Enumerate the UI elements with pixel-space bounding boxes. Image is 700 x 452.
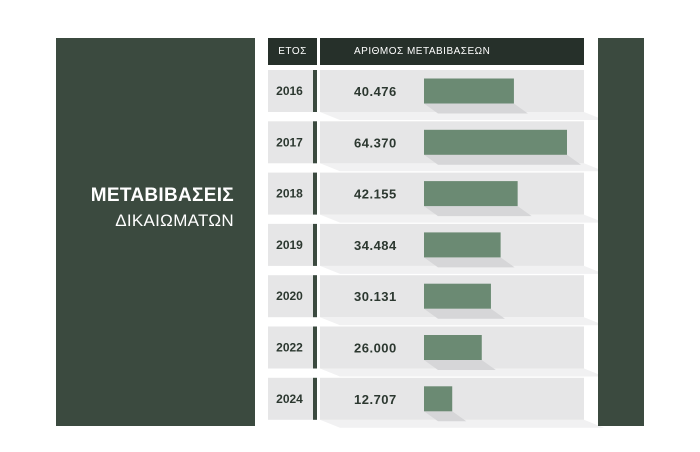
title-panel: ΜΕΤΑΒΙΒΑΣΕΙΣ ΔΙΚΑΙΩΜΑΤΩΝ — [56, 38, 255, 426]
year-cell-accent — [313, 223, 317, 266]
bar — [424, 283, 491, 309]
year-cell — [268, 377, 317, 420]
value-label: 34.484 — [354, 238, 397, 253]
bar — [424, 78, 514, 104]
row-shadow — [320, 317, 604, 326]
year-cell — [268, 223, 317, 266]
row-shadow — [320, 214, 604, 223]
value-label: 12.707 — [354, 392, 397, 407]
chart-subtitle: ΔΙΚΑΙΩΜΑΤΩΝ — [115, 211, 234, 230]
year-cell — [268, 326, 317, 369]
bar-shadow — [424, 411, 467, 422]
year-label: 2017 — [276, 135, 303, 149]
bar — [424, 335, 482, 360]
year-label: 2018 — [276, 187, 303, 201]
year-cell — [268, 275, 317, 318]
year-cell-accent — [313, 70, 317, 112]
year-column-header: ΕΤΟΣ — [268, 38, 317, 65]
bar-shadow — [424, 308, 505, 319]
year-label: 2016 — [276, 84, 303, 98]
year-cell — [268, 121, 317, 164]
bar — [424, 181, 518, 207]
bar-shadow — [424, 154, 581, 165]
value-label: 26.000 — [354, 341, 397, 356]
value-label: 30.131 — [354, 289, 397, 304]
value-label: 42.155 — [354, 187, 397, 202]
bar — [424, 386, 453, 412]
row-shadow — [320, 419, 604, 428]
year-label: 2020 — [276, 289, 303, 303]
year-cell-accent — [313, 326, 317, 369]
bar-shadow — [424, 103, 528, 114]
year-cell-accent — [313, 377, 317, 420]
decorative-side-panel — [598, 38, 644, 426]
row-shadow — [320, 368, 604, 377]
bar — [424, 129, 567, 155]
year-cell-accent — [313, 121, 317, 164]
year-cell-accent — [313, 172, 317, 215]
year-label: 2024 — [276, 392, 303, 406]
year-label: 2019 — [276, 238, 303, 252]
count-column-header: ΑΡΙΘΜΟΣ ΜΕΤΑΒΙΒΑΣΕΩΝ — [320, 38, 584, 65]
row-shadow — [320, 112, 604, 120]
value-label: 40.476 — [354, 84, 397, 99]
value-label: 64.370 — [354, 135, 397, 150]
year-label: 2022 — [276, 341, 303, 355]
row-shadow — [320, 163, 604, 172]
bar — [424, 232, 501, 258]
bar-shadow — [424, 360, 496, 370]
year-cell — [268, 70, 317, 112]
chart-title: ΜΕΤΑΒΙΒΑΣΕΙΣ — [90, 185, 234, 206]
bar-shadow — [424, 206, 532, 217]
year-cell-accent — [313, 275, 317, 318]
bar-shadow — [424, 257, 515, 268]
year-cell — [268, 172, 317, 215]
row-shadow — [320, 265, 604, 274]
